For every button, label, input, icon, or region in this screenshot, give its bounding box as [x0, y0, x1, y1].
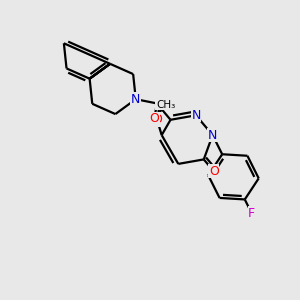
- Text: F: F: [248, 207, 255, 220]
- Text: N: N: [208, 129, 217, 142]
- Text: O: O: [209, 165, 219, 178]
- Text: O: O: [152, 113, 162, 126]
- Text: N: N: [191, 109, 201, 122]
- Text: O: O: [149, 112, 159, 125]
- Text: N: N: [131, 93, 140, 106]
- Text: CH₃: CH₃: [156, 100, 175, 110]
